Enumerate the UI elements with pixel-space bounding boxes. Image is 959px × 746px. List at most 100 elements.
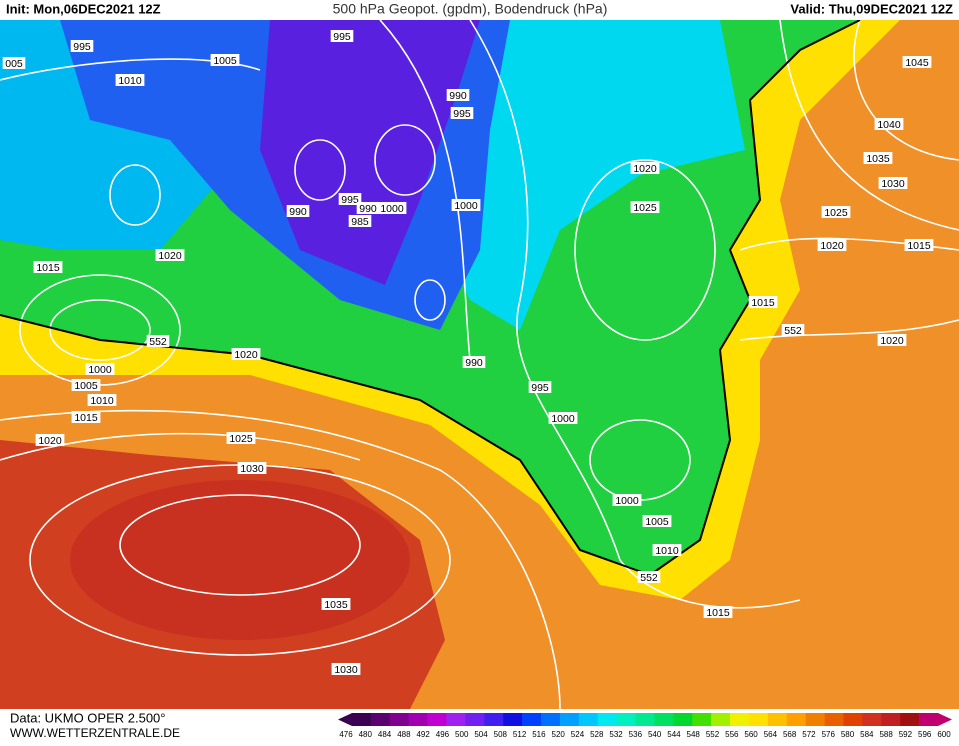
colorbar-label: 504 xyxy=(474,730,488,739)
colorbar-swatch xyxy=(578,713,599,726)
isobar-label: 1000 xyxy=(551,413,575,425)
label-bg xyxy=(878,177,908,189)
colorbar-swatch xyxy=(484,713,504,726)
colorbar-label: 584 xyxy=(860,730,874,739)
colorbar-end xyxy=(338,713,352,726)
isobar-label: 1030 xyxy=(881,178,905,190)
colorbar-label: 564 xyxy=(764,730,778,739)
colorbar-swatch xyxy=(446,713,466,726)
isobar xyxy=(119,494,361,596)
isobar-label: 1010 xyxy=(118,75,142,87)
isobar-label: 552 xyxy=(149,336,167,348)
colorbar-swatch xyxy=(786,713,806,726)
red-core xyxy=(70,480,410,640)
isobar-label: 1005 xyxy=(213,55,237,67)
colorbar-label: 520 xyxy=(552,730,566,739)
colorbar-swatch xyxy=(748,713,769,726)
colorbar-swatch xyxy=(522,713,542,726)
colorbar-label: 496 xyxy=(436,730,450,739)
label-bg xyxy=(462,356,486,368)
label-bg xyxy=(33,261,63,273)
colorbar-swatch xyxy=(711,713,731,726)
init-time: Init: Mon,06DEC2021 12Z xyxy=(6,1,161,16)
colorbar-label: 488 xyxy=(397,730,411,739)
colorbar-swatch xyxy=(919,713,939,726)
colorbar-label: 500 xyxy=(455,730,469,739)
header-bg xyxy=(0,0,959,20)
label-bg xyxy=(904,239,934,251)
colorbar-swatch xyxy=(673,713,693,726)
colorbar-label: 572 xyxy=(802,730,816,739)
label-bg xyxy=(703,606,733,618)
label-bg xyxy=(71,379,101,391)
colorbar-swatch xyxy=(767,713,788,726)
label-bg xyxy=(237,462,267,474)
colorbar-swatch xyxy=(862,713,882,726)
contour-552 xyxy=(0,19,861,577)
label-bg xyxy=(874,118,904,130)
colorbar-swatch xyxy=(654,713,674,726)
isobar-label: 1000 xyxy=(615,495,639,507)
isobar-label: 1010 xyxy=(655,545,679,557)
colorbar-label: 508 xyxy=(494,730,508,739)
label-bg xyxy=(155,249,185,261)
isobar-label: 1020 xyxy=(633,163,657,175)
isobar-label: 005 xyxy=(5,58,23,70)
colorbar-label: 576 xyxy=(822,730,836,739)
label-bg xyxy=(450,107,474,119)
isobar xyxy=(374,124,436,196)
colorbar-label: 532 xyxy=(609,730,623,739)
label-bg xyxy=(446,89,470,101)
isobar xyxy=(109,164,161,226)
isobar xyxy=(469,19,801,609)
isobar xyxy=(379,19,471,361)
label-bg xyxy=(652,544,682,556)
label-bg xyxy=(637,571,661,583)
label-bg xyxy=(286,205,310,217)
isobar-label: 990 xyxy=(289,206,307,218)
isobar-label: 1005 xyxy=(74,380,98,392)
isobar-label: 1025 xyxy=(824,207,848,219)
valid-time: Valid: Thu,09DEC2021 12Z xyxy=(790,1,953,16)
isobar xyxy=(739,319,959,341)
label-bg xyxy=(821,206,851,218)
colorbar-swatch xyxy=(408,713,428,726)
isobar-label: 995 xyxy=(73,41,91,53)
isobar-label: 1015 xyxy=(36,262,60,274)
isobar-label: 1035 xyxy=(866,153,890,165)
isobar-label: 995 xyxy=(453,108,471,120)
isobar-label: 1020 xyxy=(38,435,62,447)
colorbar-swatch xyxy=(559,713,580,726)
colorbar-swatch xyxy=(389,713,410,726)
colorbar-label: 548 xyxy=(687,730,701,739)
label-bg xyxy=(35,434,65,446)
isobar xyxy=(294,139,346,201)
isobar-label: 1015 xyxy=(706,607,730,619)
isobar-label: 995 xyxy=(341,194,359,206)
colorbar-label: 516 xyxy=(532,730,546,739)
label-bg xyxy=(331,663,361,675)
colorbar-swatch xyxy=(352,713,372,726)
isobar-label: 552 xyxy=(640,572,658,584)
isobar-label: 1005 xyxy=(645,516,669,528)
isobar-label: 1025 xyxy=(229,433,253,445)
colorbar-label: 600 xyxy=(937,730,951,739)
isobar xyxy=(853,19,959,161)
label-bg xyxy=(330,30,354,42)
isobar-label: 990 xyxy=(359,203,377,215)
colorbar-label: 560 xyxy=(744,730,758,739)
colorbar-swatch xyxy=(881,713,901,726)
colorbar-label: 536 xyxy=(629,730,643,739)
colorbar-label: 592 xyxy=(899,730,913,739)
colorbar-label: 528 xyxy=(590,730,604,739)
colorbar-label: 596 xyxy=(918,730,932,739)
colorbar-swatch xyxy=(541,713,561,726)
isobar-label: 985 xyxy=(351,216,369,228)
colorbar-label: 512 xyxy=(513,730,527,739)
isobar-label: 1000 xyxy=(454,200,478,212)
isobar xyxy=(49,299,151,361)
label-bg xyxy=(226,432,256,444)
colorbar-swatch xyxy=(843,713,863,726)
label-bg xyxy=(348,215,372,227)
colorbar-label: 552 xyxy=(706,730,720,739)
